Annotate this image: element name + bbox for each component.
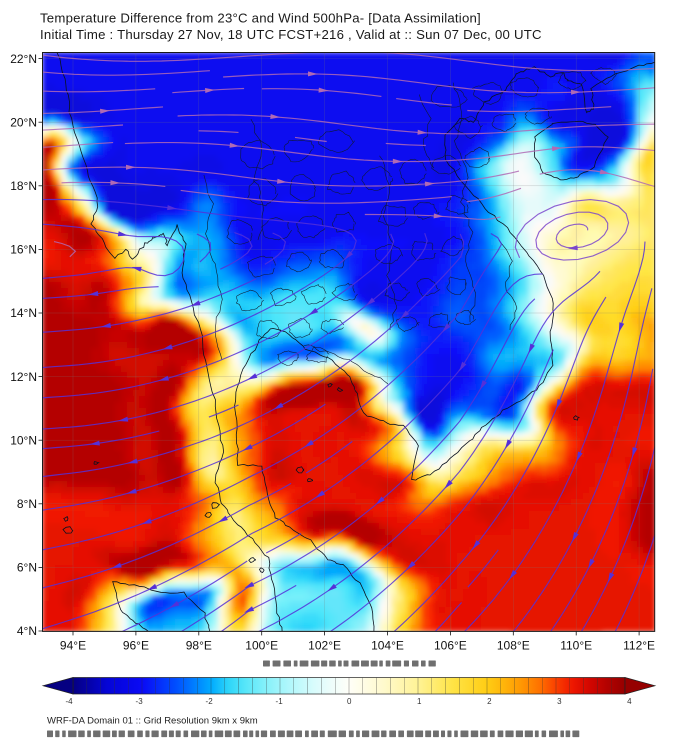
svg-text:-4: -4 [65, 697, 73, 706]
svg-text:14°N: 14°N [10, 306, 37, 320]
svg-text:108°E: 108°E [497, 639, 530, 653]
svg-text:106°E: 106°E [434, 639, 467, 653]
svg-text:-2: -2 [206, 697, 214, 706]
svg-text:8°N: 8°N [17, 497, 37, 511]
svg-text:1: 1 [417, 697, 422, 706]
svg-text:110°E: 110°E [560, 639, 592, 653]
svg-text:Initial Time : Thursday 27 Nov: Initial Time : Thursday 27 Nov, 18 UTC F… [40, 27, 542, 42]
svg-text:12°N: 12°N [10, 370, 37, 384]
svg-text:100°E: 100°E [245, 639, 278, 653]
svg-text:WRF-DA Domain 01 :: Grid Resol: WRF-DA Domain 01 :: Grid Resolution 9km … [47, 716, 258, 727]
svg-text:104°E: 104°E [371, 639, 404, 653]
svg-text:94°E: 94°E [60, 639, 86, 653]
svg-text:16°N: 16°N [10, 243, 37, 257]
svg-text:112°E: 112°E [623, 639, 655, 653]
svg-text:102°E: 102°E [308, 639, 341, 653]
svg-text:Temperature Difference from 23: Temperature Difference from 23°C and Win… [40, 10, 481, 25]
svg-text:10°N: 10°N [10, 433, 37, 447]
svg-text:0: 0 [347, 697, 352, 706]
svg-text:20°N: 20°N [10, 115, 37, 129]
svg-text:18°N: 18°N [10, 179, 37, 193]
svg-text:4°N: 4°N [17, 624, 37, 638]
svg-text:3: 3 [557, 697, 562, 706]
svg-text:4: 4 [627, 697, 632, 706]
svg-text:-1: -1 [276, 697, 284, 706]
svg-text:98°E: 98°E [186, 639, 212, 653]
svg-text:-3: -3 [136, 697, 144, 706]
svg-text:2: 2 [487, 697, 492, 706]
svg-text:22°N: 22°N [10, 52, 37, 66]
svg-text:6°N: 6°N [17, 561, 37, 575]
svg-text:96°E: 96°E [123, 639, 149, 653]
